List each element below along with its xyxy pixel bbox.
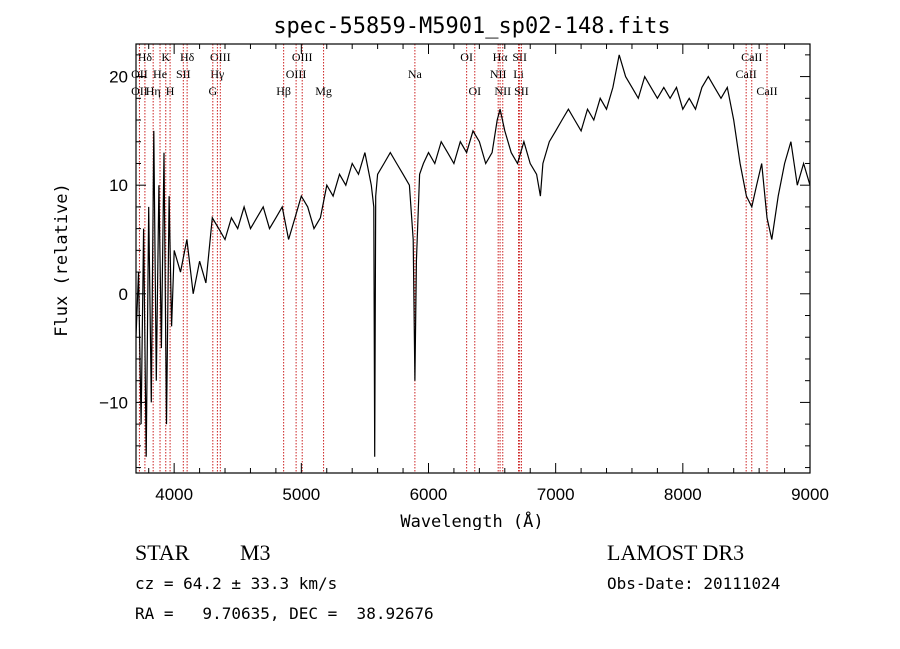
- spectral-line-label: Hα: [493, 50, 509, 64]
- spectral-line-label: CaII: [735, 67, 756, 81]
- spectral-line-label: OI: [460, 50, 473, 64]
- spectral-line-label: CaII: [756, 84, 777, 98]
- spectral-line-label: Li: [513, 67, 524, 81]
- spectral-line-label: He: [153, 67, 167, 81]
- spectral-line-label: Hη: [146, 84, 161, 98]
- axis-ticks: 4000 5000 6000 7000 8000 9000 −10 0 10 20: [99, 44, 829, 504]
- spectral-line-label: Hβ: [276, 84, 291, 98]
- chart-title: spec-55859-M5901_sp02-148.fits: [273, 14, 670, 39]
- spectral-line-label: G: [208, 84, 217, 98]
- spectral-line-label: Hγ: [210, 67, 225, 81]
- object-subclass: M3: [240, 540, 271, 565]
- spectral-line-label: Mg: [315, 84, 332, 98]
- redshift-velocity: cz = 64.2 ± 33.3 km/s: [135, 574, 338, 593]
- spectral-line-label: CaII: [741, 50, 762, 64]
- x-axis-label: Wavelength (Å): [400, 510, 543, 530]
- spectral-line-label: OIII: [286, 67, 307, 81]
- spectral-line-label: K: [161, 50, 170, 64]
- x-tick-label: 5000: [282, 485, 320, 504]
- y-axis-label: Flux (relative): [52, 183, 72, 337]
- object-type: STAR: [135, 540, 190, 565]
- flux-series-line: [135, 54, 811, 457]
- spectral-line-label: SII: [512, 50, 527, 64]
- spectrum-chart: spec-55859-M5901_sp02-148.fits Hδ K Hδ OIII…: [52, 14, 829, 530]
- survey-name: LAMOST DR3: [607, 540, 745, 565]
- spectral-line-label: OIII: [210, 50, 231, 64]
- spectral-line-label: Hδ: [138, 50, 153, 64]
- x-tick-label: 4000: [155, 485, 193, 504]
- spectral-line-label: SII: [176, 67, 191, 81]
- observation-date: Obs-Date: 20111024: [607, 574, 781, 593]
- y-tick-label: 0: [119, 285, 128, 304]
- spectral-line-label: OIII: [292, 50, 313, 64]
- plot-frame: [135, 43, 811, 474]
- spectral-line-label: H: [166, 84, 175, 98]
- spectral-line-label: NII: [490, 67, 507, 81]
- x-tick-label: 6000: [410, 485, 448, 504]
- spectral-line-label: Na: [408, 67, 423, 81]
- spectral-line-label: NII: [494, 84, 511, 98]
- y-tick-label: 20: [109, 68, 128, 87]
- x-tick-label: 8000: [664, 485, 702, 504]
- spectral-line-label: Hδ: [180, 50, 195, 64]
- x-tick-label: 9000: [791, 485, 829, 504]
- x-tick-label: 7000: [537, 485, 575, 504]
- y-tick-label: 10: [109, 176, 128, 195]
- ra-dec-coordinates: RA = 9.70635, DEC = 38.92676: [135, 604, 434, 623]
- spectral-line-label: SII: [514, 84, 529, 98]
- spectral-line-label: OII: [131, 67, 148, 81]
- spectral-line-label: OI: [468, 84, 481, 98]
- spectral-line-label: OII: [131, 84, 148, 98]
- y-tick-label: −10: [99, 393, 128, 412]
